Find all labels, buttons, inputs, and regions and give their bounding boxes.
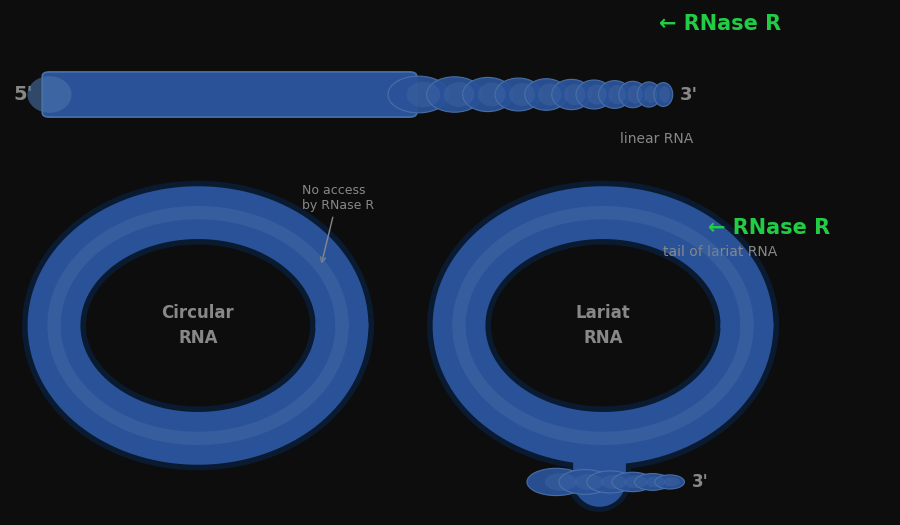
Ellipse shape <box>634 474 670 490</box>
Ellipse shape <box>544 473 577 491</box>
Ellipse shape <box>407 81 440 108</box>
Text: Lariat
RNA: Lariat RNA <box>576 304 630 347</box>
Ellipse shape <box>660 86 670 103</box>
Text: ← RNase R: ← RNase R <box>708 218 831 238</box>
Text: No access
by RNase R: No access by RNase R <box>302 184 373 262</box>
Ellipse shape <box>575 474 604 490</box>
Ellipse shape <box>655 475 685 489</box>
Ellipse shape <box>645 477 665 487</box>
Ellipse shape <box>587 85 607 104</box>
Ellipse shape <box>587 471 634 493</box>
Ellipse shape <box>427 77 482 112</box>
Ellipse shape <box>653 82 673 107</box>
Text: 3': 3' <box>680 86 698 103</box>
Ellipse shape <box>627 85 643 104</box>
Ellipse shape <box>563 84 586 105</box>
Text: ← RNase R: ← RNase R <box>659 14 781 34</box>
FancyBboxPatch shape <box>42 72 417 117</box>
Ellipse shape <box>27 76 72 113</box>
Text: tail of lariat RNA: tail of lariat RNA <box>663 245 777 259</box>
Ellipse shape <box>644 86 657 103</box>
Ellipse shape <box>538 83 562 106</box>
Ellipse shape <box>478 82 506 107</box>
Ellipse shape <box>525 79 568 110</box>
Ellipse shape <box>576 80 612 109</box>
Ellipse shape <box>495 78 542 111</box>
Ellipse shape <box>625 476 647 488</box>
Text: linear RNA: linear RNA <box>620 132 694 146</box>
Ellipse shape <box>637 82 661 107</box>
Ellipse shape <box>612 472 653 491</box>
Ellipse shape <box>664 477 680 487</box>
Text: Circular
RNA: Circular RNA <box>162 304 234 347</box>
Ellipse shape <box>463 77 513 112</box>
Ellipse shape <box>559 469 611 495</box>
Ellipse shape <box>598 81 631 108</box>
Ellipse shape <box>388 76 449 113</box>
Ellipse shape <box>552 79 591 110</box>
Ellipse shape <box>527 468 586 496</box>
Ellipse shape <box>601 475 626 489</box>
Text: 3': 3' <box>691 473 708 491</box>
Ellipse shape <box>509 83 535 106</box>
Text: 5': 5' <box>14 85 33 104</box>
Ellipse shape <box>444 82 474 107</box>
Ellipse shape <box>608 85 626 104</box>
Ellipse shape <box>618 81 646 108</box>
